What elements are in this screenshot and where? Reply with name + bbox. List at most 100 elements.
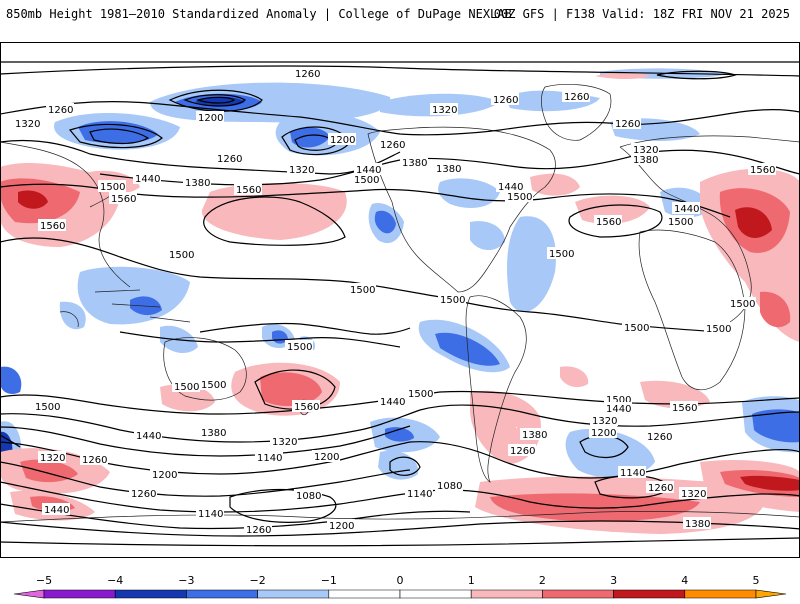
svg-text:1440: 1440 xyxy=(356,165,381,176)
svg-text:1440: 1440 xyxy=(674,204,699,215)
contour-labels: 1260 1260 1320 1200 1200 1260 1320 1260 … xyxy=(13,67,776,536)
north-america-coast xyxy=(367,126,556,293)
svg-text:1500: 1500 xyxy=(507,192,532,203)
colorbar-swatch xyxy=(755,589,787,599)
contour-label: 1440 xyxy=(42,503,70,516)
colorbar-tick-label: −3 xyxy=(178,574,194,587)
contour-label: 1500 xyxy=(622,321,650,334)
contour-label: 1380 xyxy=(400,156,428,169)
contour-label: 1560 xyxy=(38,219,66,232)
contour-label: 1320 xyxy=(679,487,707,500)
eurasia-coast xyxy=(0,135,800,323)
svg-text:1500: 1500 xyxy=(706,324,731,335)
colorbar-tick-label: −4 xyxy=(107,574,123,587)
south-america-coast xyxy=(465,295,527,483)
svg-text:1500: 1500 xyxy=(624,323,649,334)
svg-text:1380: 1380 xyxy=(402,158,427,169)
svg-text:1500: 1500 xyxy=(169,250,194,261)
contour-label: 1140 xyxy=(196,507,224,520)
svg-text:1260: 1260 xyxy=(48,105,73,116)
contour-label: 1260 xyxy=(215,152,243,165)
contour-label: 1500 xyxy=(285,340,313,353)
svg-text:1200: 1200 xyxy=(314,452,339,463)
colorbar-tick-labels: −5 −4 −3 −2 −1 0 1 2 3 4 5 xyxy=(36,574,760,587)
contour-label: 1380 xyxy=(199,426,227,439)
contour-label: 1440 xyxy=(672,202,700,215)
svg-text:1380: 1380 xyxy=(201,428,226,439)
contour-label: 1440 xyxy=(604,402,632,415)
contour-label: 1500 xyxy=(406,387,434,400)
colorbar-swatch xyxy=(684,589,757,599)
svg-text:1560: 1560 xyxy=(236,185,261,196)
svg-text:1440: 1440 xyxy=(380,397,405,408)
svg-text:1560: 1560 xyxy=(40,221,65,232)
svg-text:1260: 1260 xyxy=(380,140,405,151)
contour-label: 1320 xyxy=(287,163,315,176)
svg-text:1560: 1560 xyxy=(596,217,621,228)
colorbar-swatch xyxy=(43,589,116,599)
antarctica-coast xyxy=(0,511,800,523)
svg-text:1500: 1500 xyxy=(287,342,312,353)
greenland-coast xyxy=(541,84,612,141)
contour-label: 1140 xyxy=(405,487,433,500)
contour-label: 1500 xyxy=(438,293,466,306)
svg-text:1500: 1500 xyxy=(100,182,125,193)
contour-label: 1140 xyxy=(618,466,646,479)
contour-label: 1260 xyxy=(508,444,536,457)
contour-label: 1560 xyxy=(292,400,320,413)
svg-text:1080: 1080 xyxy=(437,481,462,492)
svg-text:1380: 1380 xyxy=(522,430,547,441)
contour-label: 1500 xyxy=(98,180,126,193)
contour-label: 1200 xyxy=(150,468,178,481)
colorbar-tick-label: 1 xyxy=(468,574,475,587)
svg-text:1380: 1380 xyxy=(436,164,461,175)
contour-label: 1560 xyxy=(234,183,262,196)
svg-text:1200: 1200 xyxy=(591,428,616,439)
colorbar-swatch xyxy=(114,589,187,599)
contour-label: 1500 xyxy=(167,248,195,261)
colorbar-tick-label: 2 xyxy=(539,574,546,587)
contour-label: 1200 xyxy=(312,450,340,463)
contour-label: 1440 xyxy=(133,172,161,185)
contour-label: 1560 xyxy=(670,401,698,414)
colorbar-swatch xyxy=(257,589,330,599)
svg-text:1200: 1200 xyxy=(154,472,179,483)
svg-text:1260: 1260 xyxy=(295,69,320,80)
contour-label: 1200 xyxy=(152,470,179,483)
contour-label: 1260 xyxy=(562,90,590,103)
svg-text:1260: 1260 xyxy=(493,95,518,106)
contour-label: 1260 xyxy=(244,523,272,536)
svg-text:1260: 1260 xyxy=(246,525,271,536)
svg-text:1140: 1140 xyxy=(620,468,645,479)
svg-text:1500: 1500 xyxy=(606,395,631,406)
svg-text:1320: 1320 xyxy=(633,145,658,156)
svg-text:1320: 1320 xyxy=(518,429,543,440)
contour-label: 1260 xyxy=(129,487,157,500)
colorbar-tick-label: 3 xyxy=(610,574,617,587)
model-run-info: 00Z GFS | F138 Valid: 18Z FRI NOV 21 202… xyxy=(493,7,790,21)
contour-label: 1380 xyxy=(631,153,659,166)
svg-text:1320: 1320 xyxy=(592,416,617,427)
svg-text:1500: 1500 xyxy=(668,217,693,228)
colorbar-tick-label: −5 xyxy=(36,574,52,587)
anomaly-map[interactable]: 1260 1260 1320 1200 1200 1260 1320 1260 … xyxy=(0,42,800,558)
contour-label: 1260 xyxy=(645,430,673,443)
svg-text:1440: 1440 xyxy=(498,182,523,193)
svg-text:1260: 1260 xyxy=(650,474,675,485)
colorbar-swatch xyxy=(399,589,472,599)
colorbar-swatch xyxy=(542,589,614,599)
header: 850mb Height 1981–2010 Standardized Anom… xyxy=(0,0,800,30)
svg-text:1560: 1560 xyxy=(294,402,319,413)
svg-text:1500: 1500 xyxy=(440,295,465,306)
africa-coast xyxy=(638,229,746,390)
svg-text:1500: 1500 xyxy=(174,382,199,393)
svg-text:1440: 1440 xyxy=(44,505,69,516)
contour-label: 1320 xyxy=(516,427,543,440)
colorbar-swatch xyxy=(613,589,686,599)
contour-label: 1320 xyxy=(13,117,41,130)
colorbar-tick-label: −2 xyxy=(249,574,265,587)
svg-text:1260: 1260 xyxy=(82,455,107,466)
svg-text:1260: 1260 xyxy=(648,483,673,494)
map-panel[interactable]: 1260 1260 1320 1200 1200 1260 1320 1260 … xyxy=(0,42,800,558)
colorbar-swatches xyxy=(13,589,787,599)
